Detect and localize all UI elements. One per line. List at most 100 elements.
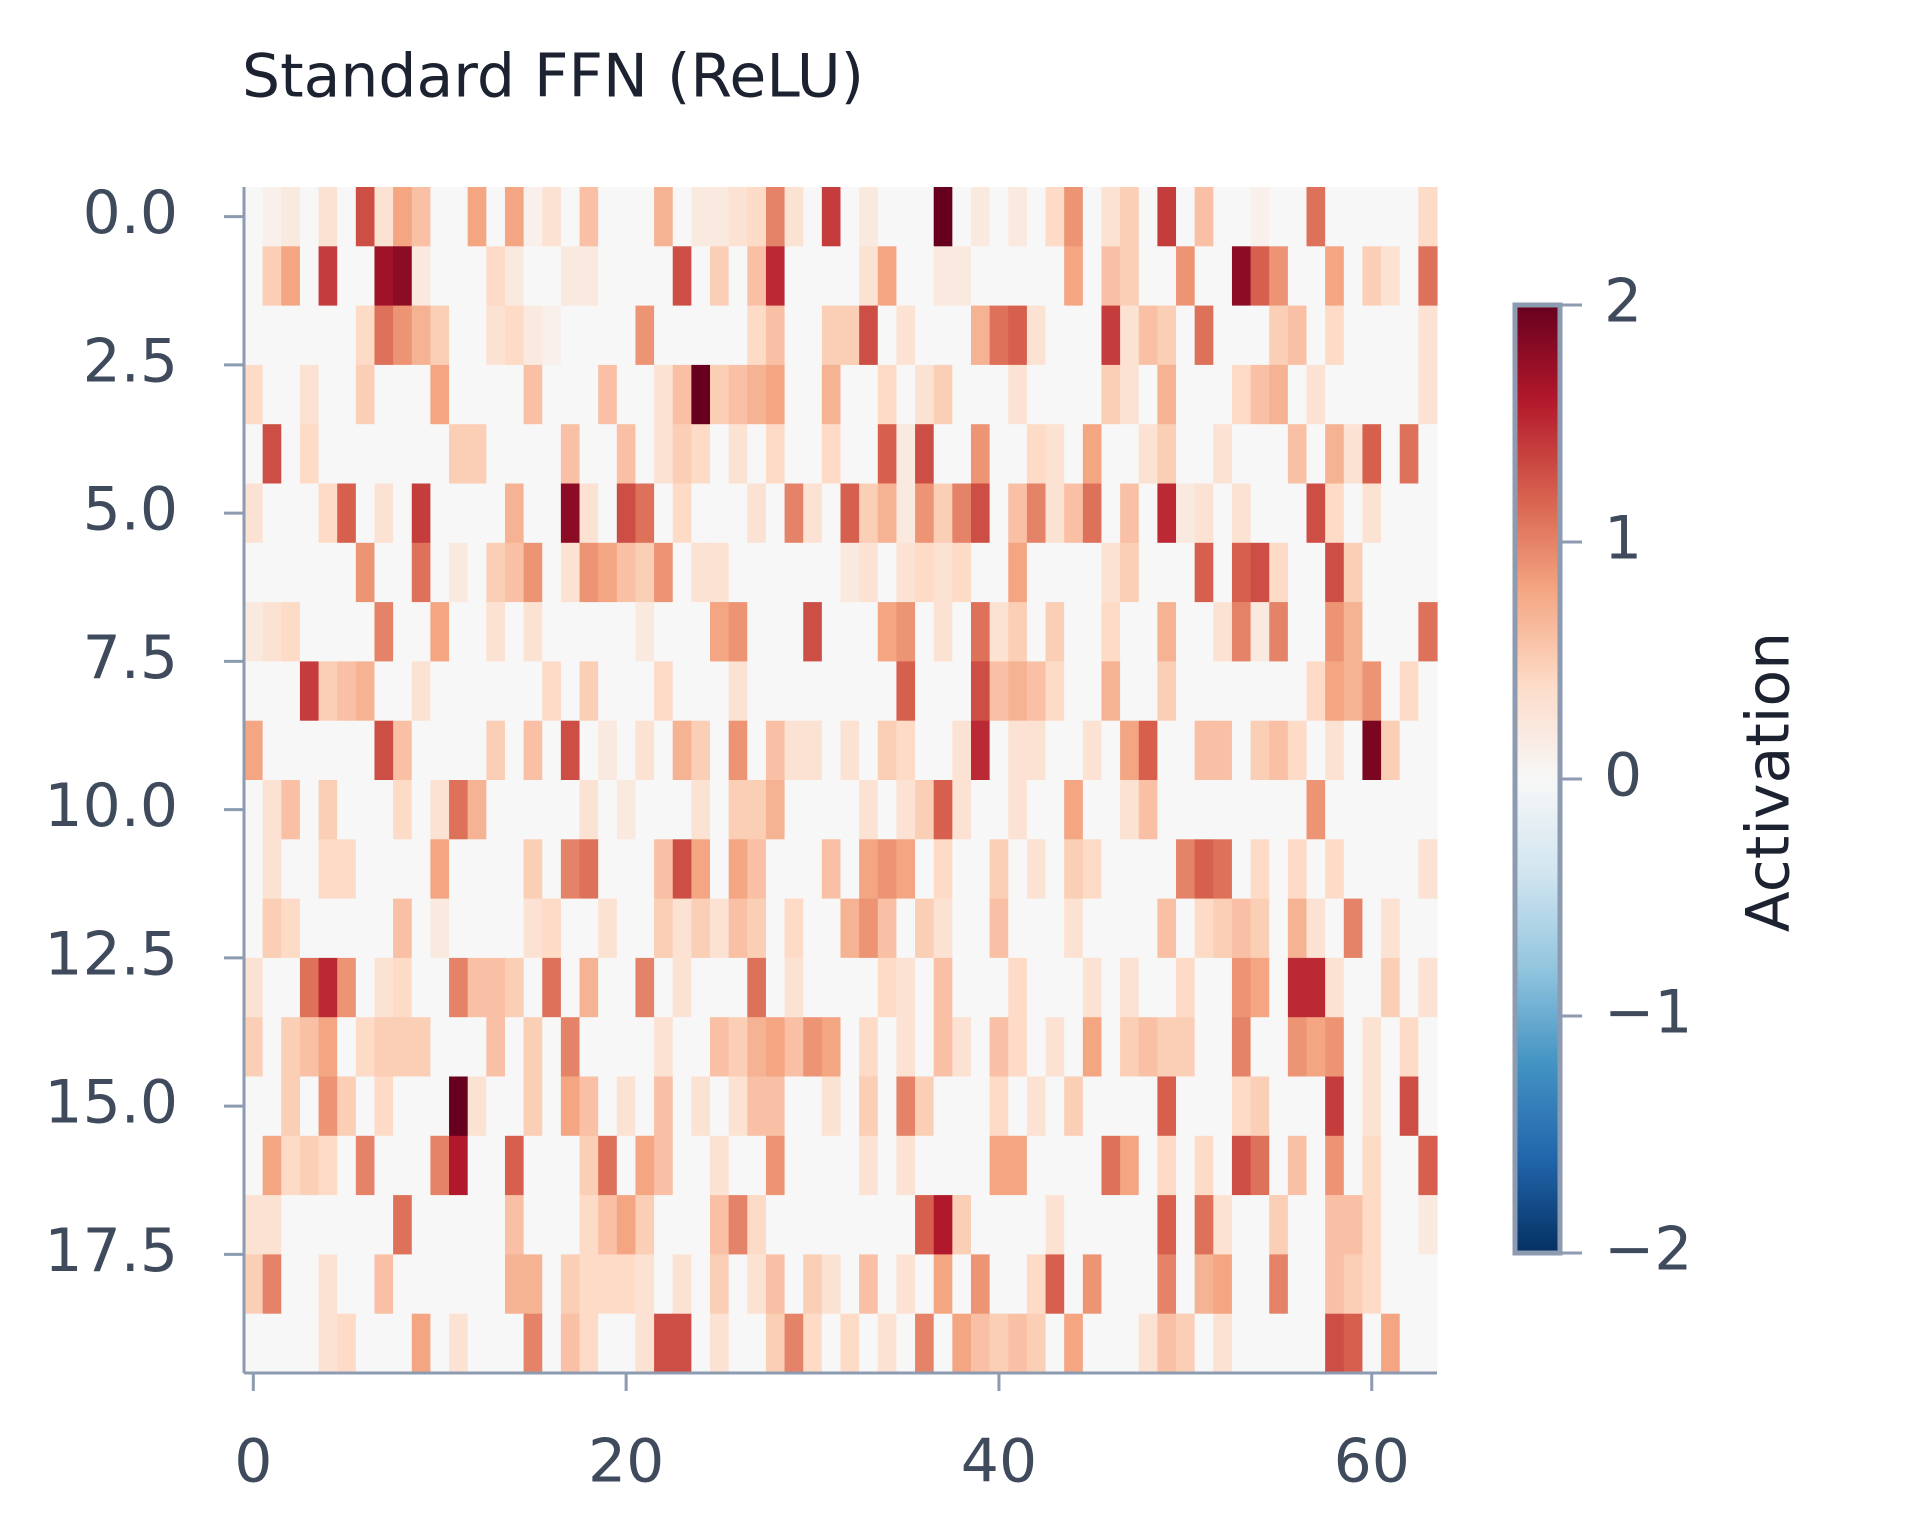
heatmap-cell: [1306, 1076, 1326, 1137]
heatmap-cell: [467, 1076, 487, 1137]
heatmap-cell: [840, 364, 860, 425]
heatmap-cell: [411, 364, 432, 425]
heatmap-cell: [970, 246, 991, 307]
heatmap-cell: [1306, 1135, 1326, 1196]
heatmap-cell: [1176, 780, 1196, 840]
heatmap-cell: [486, 957, 506, 1018]
heatmap-cell: [728, 1254, 748, 1315]
heatmap-cell: [374, 424, 394, 485]
heatmap-cell: [1269, 1195, 1289, 1255]
heatmap-cell: [1026, 1313, 1047, 1374]
heatmap-cell: [915, 542, 935, 603]
heatmap-cell: [542, 246, 562, 307]
heatmap-cell: [486, 187, 506, 247]
heatmap-cell: [654, 305, 674, 366]
heatmap-cell: [1381, 1076, 1401, 1137]
heatmap-cell: [262, 780, 282, 840]
y-tick-label: 12.5: [44, 919, 178, 989]
heatmap-cell: [299, 542, 320, 603]
heatmap-cell: [1418, 1195, 1438, 1255]
heatmap-cell: [1101, 305, 1121, 366]
heatmap-cell: [691, 720, 711, 781]
heatmap-cell: [542, 898, 562, 959]
heatmap-cell: [467, 1254, 487, 1315]
heatmap-cell: [449, 424, 469, 485]
heatmap-cell: [1045, 187, 1065, 247]
heatmap-cell: [803, 957, 823, 1018]
heatmap-cell: [821, 1076, 842, 1137]
heatmap-cell: [1269, 1135, 1289, 1196]
heatmap-cell: [318, 1195, 338, 1255]
heatmap-cell: [1101, 364, 1121, 425]
heatmap-cell: [1157, 661, 1177, 722]
heatmap-cell: [598, 602, 618, 662]
heatmap-cell: [1101, 898, 1121, 959]
heatmap-cell: [1045, 839, 1065, 900]
heatmap-cell: [1008, 364, 1028, 425]
heatmap-cell: [896, 898, 916, 959]
heatmap-cell: [374, 1195, 394, 1255]
heatmap-cell: [318, 542, 338, 603]
heatmap-cell: [765, 602, 786, 662]
heatmap-cell: [579, 661, 599, 722]
heatmap-cell: [262, 602, 282, 662]
heatmap-cell: [1194, 305, 1214, 366]
heatmap-cell: [1250, 424, 1270, 485]
heatmap-cell: [504, 839, 525, 900]
heatmap-cell: [449, 1313, 469, 1374]
heatmap-cell: [449, 246, 469, 307]
heatmap-cell: [728, 661, 748, 722]
heatmap-cell: [859, 483, 879, 544]
heatmap-cell: [970, 602, 991, 662]
heatmap-cell: [933, 246, 953, 307]
heatmap-cell: [262, 661, 282, 722]
heatmap-cell: [952, 1313, 972, 1374]
heatmap-cell: [318, 602, 338, 662]
heatmap-cell: [299, 1017, 320, 1078]
heatmap-cell: [486, 1313, 506, 1374]
heatmap-cell: [989, 780, 1009, 840]
heatmap-cell: [616, 1313, 637, 1374]
heatmap-cell: [1362, 780, 1382, 840]
heatmap-cell: [803, 1135, 823, 1196]
heatmap-cell: [598, 661, 618, 722]
heatmap-cell: [859, 1076, 879, 1137]
heatmap-cell: [1381, 246, 1401, 307]
heatmap-cell: [859, 602, 879, 662]
heatmap-cell: [1176, 1017, 1196, 1078]
heatmap-cell: [970, 483, 991, 544]
heatmap-cell: [710, 957, 730, 1018]
heatmap-cell: [337, 1017, 357, 1078]
heatmap-cell: [1045, 720, 1065, 781]
heatmap-cell: [430, 246, 450, 307]
heatmap-cell: [1287, 187, 1308, 247]
heatmap-cell: [803, 602, 823, 662]
heatmap-cell: [803, 720, 823, 781]
heatmap-cell: [728, 1313, 748, 1374]
heatmap-cell: [430, 1254, 450, 1315]
heatmap-cell: [952, 305, 972, 366]
heatmap-cell: [896, 602, 916, 662]
heatmap-cell: [1064, 187, 1084, 247]
heatmap-cell: [1418, 1313, 1438, 1374]
heatmap-cell: [1399, 720, 1419, 781]
heatmap-cell: [1008, 542, 1028, 603]
heatmap-cell: [672, 187, 692, 247]
heatmap-cell: [933, 1313, 953, 1374]
heatmap-cell: [1064, 661, 1084, 722]
heatmap-cell: [393, 424, 413, 485]
heatmap-cell: [1287, 424, 1308, 485]
heatmap-cell: [374, 602, 394, 662]
x-tick-label: 40: [961, 1427, 1037, 1497]
heatmap-cell: [691, 957, 711, 1018]
heatmap-cell: [374, 1313, 394, 1374]
heatmap-cell: [877, 246, 898, 307]
heatmap-cell: [1213, 602, 1233, 662]
heatmap-cell: [728, 1135, 748, 1196]
heatmap-cell: [952, 1135, 972, 1196]
heatmap-cell: [1008, 1254, 1028, 1315]
heatmap-cell: [355, 957, 376, 1018]
heatmap-cell: [467, 483, 487, 544]
heatmap-cell: [393, 661, 413, 722]
heatmap-cell: [1157, 957, 1177, 1018]
